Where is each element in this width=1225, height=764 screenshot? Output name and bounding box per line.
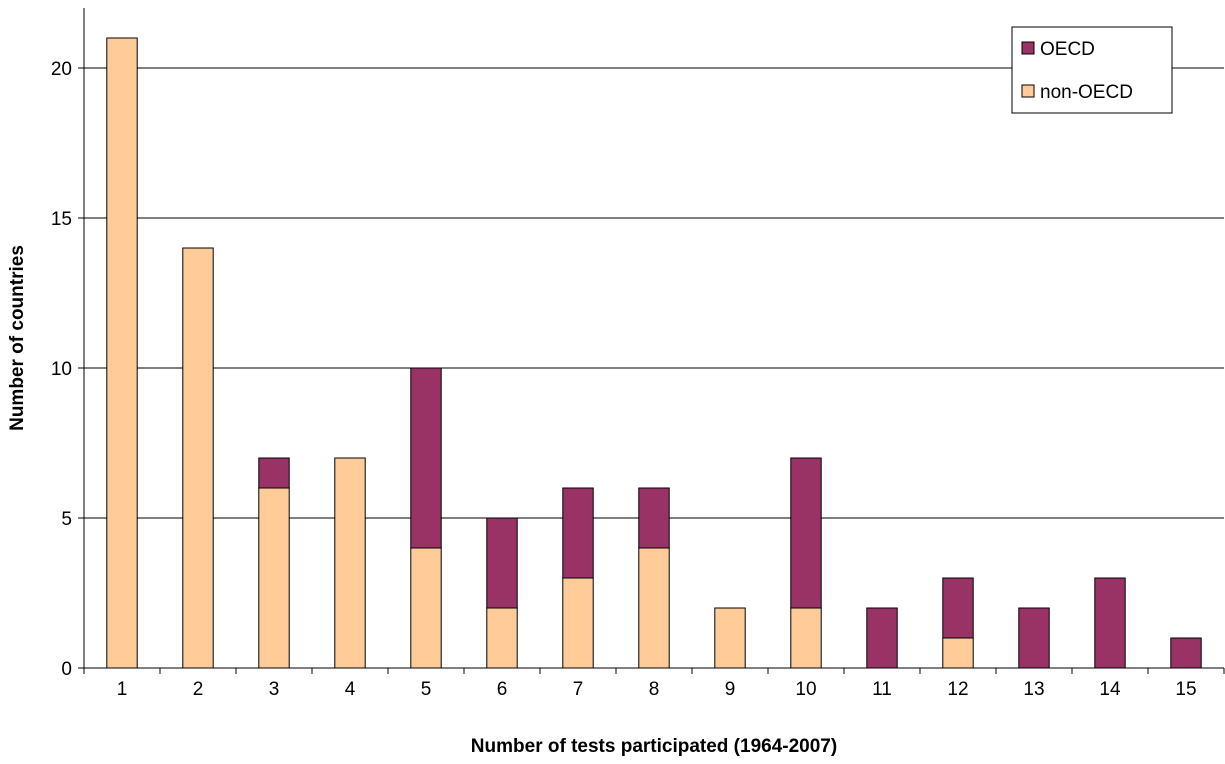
bar-oecd-6 [486, 517, 518, 609]
bar-non-oecd-9 [714, 607, 746, 669]
bar-non-oecd-12 [942, 637, 974, 669]
bar-oecd-13 [1018, 607, 1050, 669]
y-axis-title: Number of countries [7, 245, 28, 431]
bar-non-oecd-1 [106, 37, 138, 669]
x-tick-label: 11 [872, 679, 892, 700]
bar-oecd-14 [1094, 577, 1126, 669]
legend-label-oecd: OECD [1040, 39, 1095, 60]
bar-oecd-11 [866, 607, 898, 669]
bars [106, 37, 1202, 669]
y-ticks: 0 5 10 15 20 [51, 59, 84, 680]
x-tick-label: 10 [795, 679, 816, 700]
x-tick-label: 6 [497, 679, 508, 700]
y-tick-label: 0 [61, 659, 72, 680]
legend-box [1011, 26, 1173, 114]
x-tick-label: 4 [345, 679, 356, 700]
y-tick-label: 10 [51, 359, 72, 380]
bar-oecd-7 [562, 487, 594, 579]
bar-oecd-10 [790, 457, 822, 609]
legend-label-non-oecd: non-OECD [1040, 82, 1133, 103]
bar-oecd-3 [258, 457, 290, 489]
y-tick-label: 20 [51, 59, 72, 80]
bar-non-oecd-5 [410, 547, 442, 669]
x-tick-label: 13 [1023, 679, 1044, 700]
x-tick-label: 5 [421, 679, 432, 700]
x-tick-label: 12 [947, 679, 968, 700]
gridlines [84, 67, 1224, 519]
x-tick-label: 1 [117, 679, 128, 700]
legend-swatch-oecd [1021, 41, 1035, 55]
x-tick-label: 3 [269, 679, 280, 700]
x-tick-label: 14 [1099, 679, 1121, 700]
axes [83, 8, 1224, 669]
bar-non-oecd-6 [486, 607, 518, 669]
bar-non-oecd-8 [638, 547, 670, 669]
x-tick-label: 9 [725, 679, 736, 700]
y-tick-label: 5 [61, 509, 72, 530]
x-tick-label: 15 [1175, 679, 1196, 700]
x-tick-label: 7 [573, 679, 584, 700]
y-tick-label: 15 [51, 209, 72, 230]
legend: OECD non-OECD [1011, 26, 1173, 114]
bar-oecd-12 [942, 577, 974, 639]
x-axis-title: Number of tests participated (1964-2007) [471, 736, 837, 757]
bar-non-oecd-7 [562, 577, 594, 669]
x-ticks: 1 2 3 4 5 6 7 8 9 10 11 12 13 14 15 [83, 668, 1225, 700]
bar-non-oecd-10 [790, 607, 822, 669]
bar-oecd-15 [1170, 637, 1202, 669]
legend-swatch-non-oecd [1021, 84, 1035, 98]
bar-non-oecd-3 [258, 487, 290, 669]
x-tick-label: 2 [193, 679, 204, 700]
bar-non-oecd-2 [182, 247, 214, 669]
x-tick-label: 8 [649, 679, 660, 700]
bar-oecd-5 [410, 367, 442, 549]
bar-non-oecd-4 [334, 457, 366, 669]
bar-oecd-8 [638, 487, 670, 549]
